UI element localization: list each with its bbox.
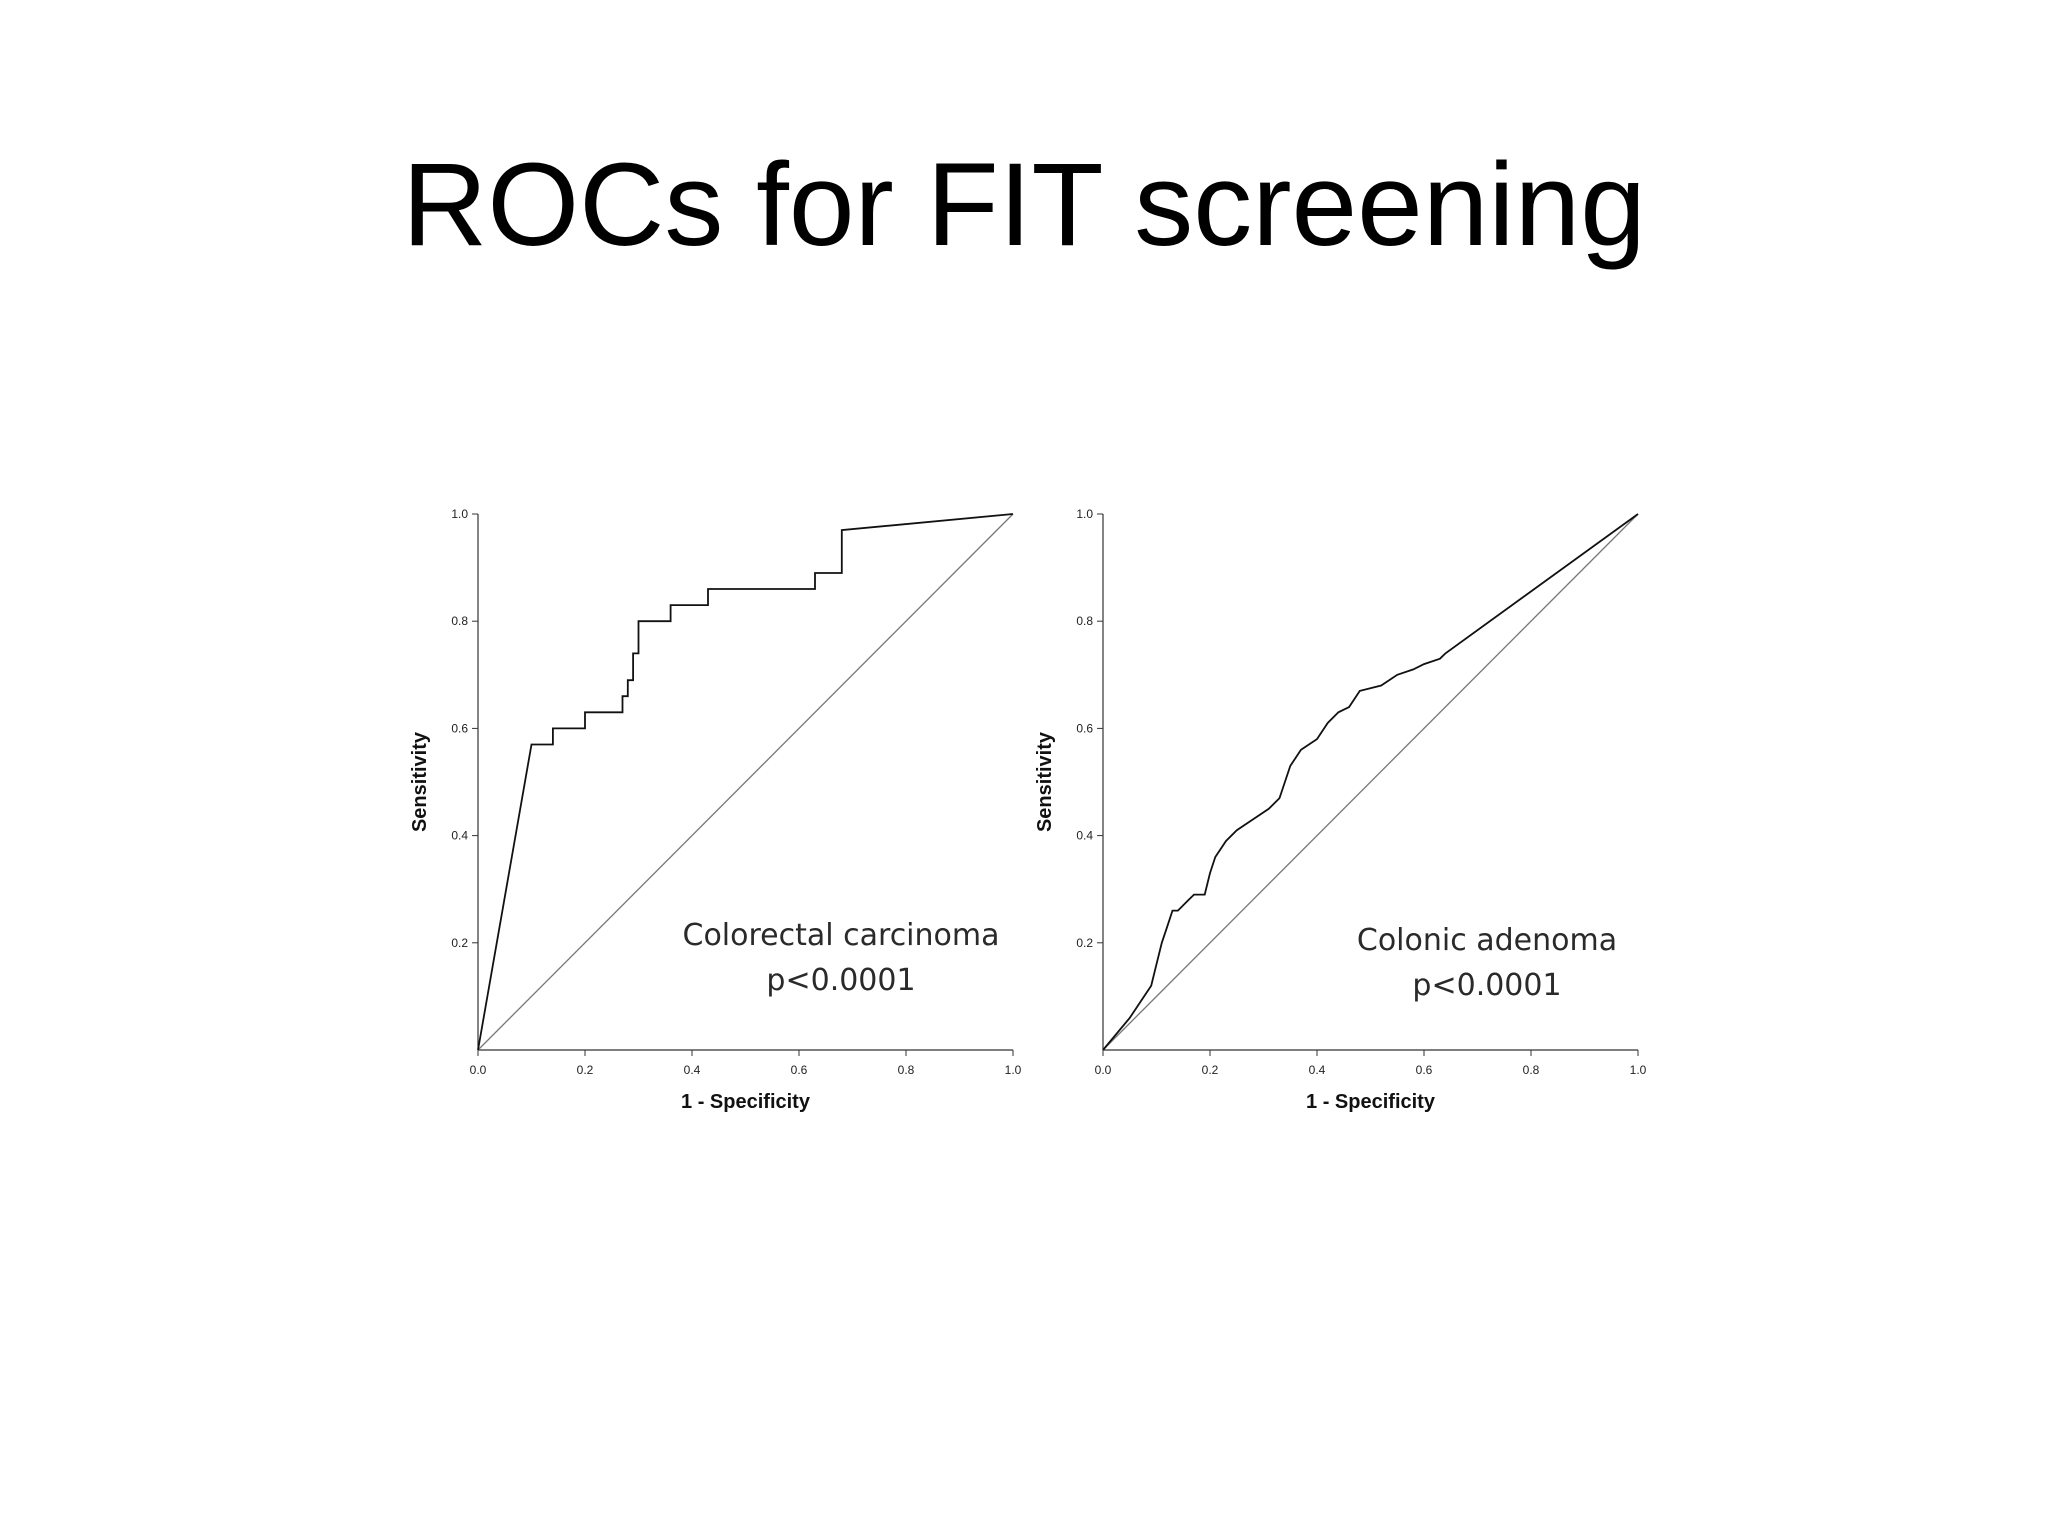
x-tick-label: 0.6: [1416, 1063, 1433, 1077]
annotation-pvalue: p<0.0001: [766, 963, 915, 998]
y-tick-label: 0.2: [1076, 936, 1093, 950]
y-tick-label: 0.2: [451, 936, 468, 950]
x-tick-label: 0.0: [1095, 1063, 1112, 1077]
y-tick-label: 0.4: [451, 829, 468, 843]
x-tick-label: 0.8: [898, 1063, 915, 1077]
y-tick-label: 1.0: [451, 507, 468, 521]
y-axis-title: Sensitivity: [409, 731, 431, 832]
roc-curve-line: [477, 513, 1014, 1051]
y-axis-title: Sensitivity: [1034, 731, 1056, 832]
x-tick-label: 1.0: [1630, 1063, 1647, 1077]
y-tick-label: 1.0: [1076, 507, 1093, 521]
slide-title: ROCs for FIT screening: [402, 139, 1646, 271]
roc-chart-1: 0.0 0.2 0.4 0.6 0.8 1.0 0.2 0.4 0.6 0.8 1.0 1 - Spe…: [409, 507, 1022, 1113]
x-tick-label: 0.0: [470, 1063, 487, 1077]
reference-diagonal-line: [1102, 513, 1639, 1051]
y-tick-label: 0.4: [1076, 829, 1093, 843]
y-tick-label: 0.6: [451, 721, 468, 735]
annotation-label: Colonic adenoma: [1357, 923, 1617, 958]
y-tick-label: 0.8: [1076, 614, 1093, 628]
x-tick-label: 0.2: [1202, 1063, 1219, 1077]
x-tick-label: 0.4: [1309, 1063, 1326, 1077]
x-tick-label: 0.2: [577, 1063, 594, 1077]
roc-chart-2: 0.0 0.2 0.4 0.6 0.8 1.0 0.2 0.4 0.6 0.8 1.0 1 - Spe…: [1034, 507, 1647, 1113]
reference-diagonal-line: [477, 513, 1014, 1051]
y-tick-label: 0.8: [451, 614, 468, 628]
annotation-label: Colorectal carcinoma: [683, 918, 1000, 953]
x-tick-label: 1.0: [1005, 1063, 1022, 1077]
x-tick-label: 0.6: [791, 1063, 808, 1077]
y-tick-label: 0.6: [1076, 721, 1093, 735]
roc-curve-line: [1102, 513, 1639, 1051]
annotation-pvalue: p<0.0001: [1412, 968, 1561, 1003]
x-tick-label: 0.4: [684, 1063, 701, 1077]
x-axis-title: 1 - Specificity: [1306, 1091, 1436, 1113]
x-tick-label: 0.8: [1523, 1063, 1540, 1077]
x-axis-title: 1 - Specificity: [681, 1091, 811, 1113]
